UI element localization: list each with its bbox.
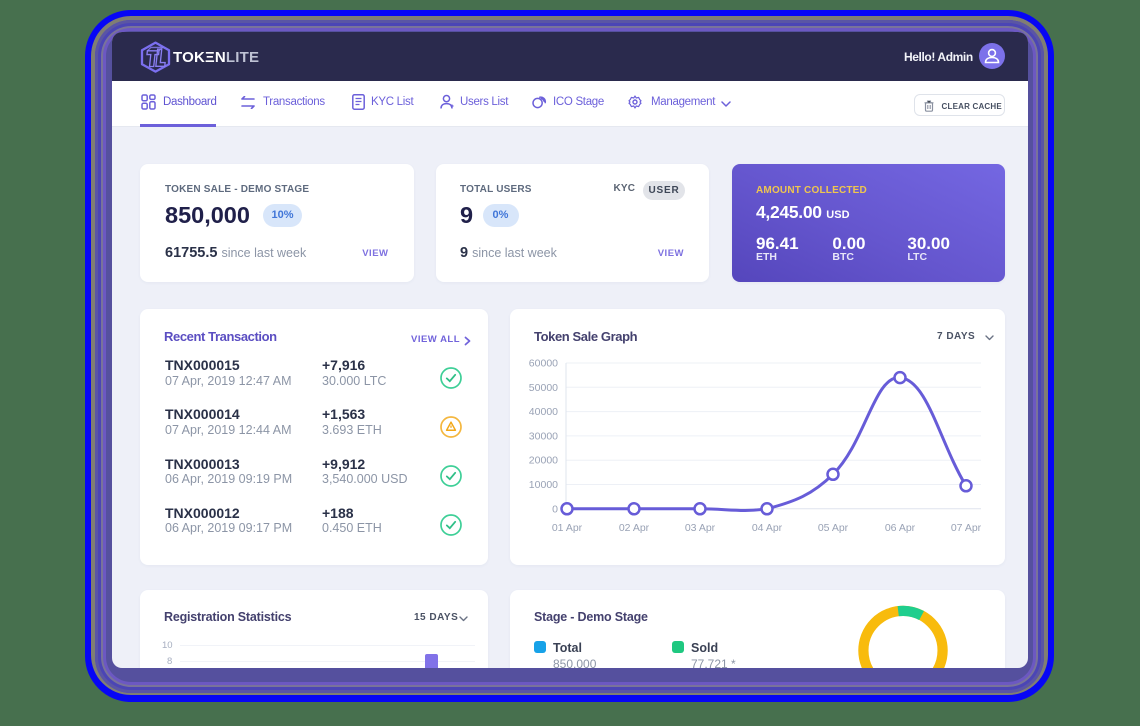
svg-text:60000: 60000: [529, 358, 558, 370]
svg-text:05 Apr: 05 Apr: [818, 522, 849, 534]
svg-text:0: 0: [552, 503, 558, 515]
svg-text:40000: 40000: [529, 406, 558, 418]
svg-text:04 Apr: 04 Apr: [752, 522, 783, 534]
svg-text:20000: 20000: [529, 455, 558, 467]
svg-text:10000: 10000: [529, 479, 558, 491]
svg-text:02 Apr: 02 Apr: [619, 522, 650, 534]
svg-text:50000: 50000: [529, 382, 558, 394]
svg-text:01 Apr: 01 Apr: [552, 522, 583, 534]
svg-text:07 Apr: 07 Apr: [951, 522, 982, 534]
svg-text:03 Apr: 03 Apr: [685, 522, 716, 534]
svg-text:30000: 30000: [529, 430, 558, 442]
svg-text:06 Apr: 06 Apr: [885, 522, 916, 534]
